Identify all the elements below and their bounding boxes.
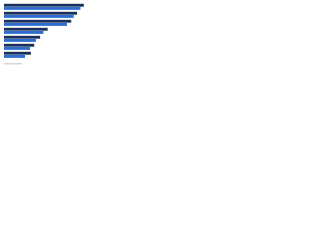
bar	[4, 31, 44, 34]
footer-note	[4, 63, 22, 65]
chart	[4, 3, 84, 65]
bar	[4, 43, 35, 47]
bar	[4, 55, 25, 58]
bar	[4, 39, 36, 42]
bar	[4, 11, 78, 15]
bar	[4, 15, 74, 18]
bar	[4, 51, 31, 55]
bar	[4, 47, 31, 50]
bar	[4, 35, 41, 39]
bar	[4, 23, 67, 26]
page: {"chart_data": {"type": "bar", "orientat…	[0, 0, 100, 71]
bar	[4, 19, 72, 23]
bar	[4, 3, 84, 7]
bar	[4, 7, 81, 10]
bar	[4, 27, 48, 31]
